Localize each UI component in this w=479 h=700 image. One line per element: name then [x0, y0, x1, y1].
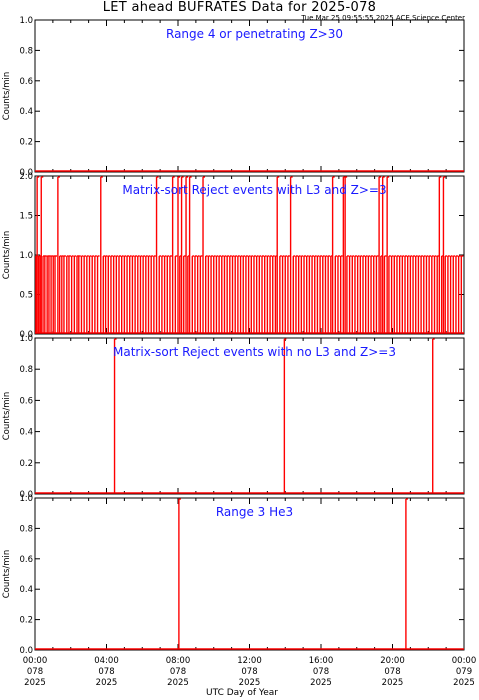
x-tick-label: 04:00	[94, 656, 119, 666]
x-tick-label: 078	[241, 667, 257, 677]
x-axis: 00:00078202504:00078202508:00078202512:0…	[23, 656, 477, 688]
chart-panel-4: 0.0 0.2 0.4 0.6 0.8 1.0 Counts/min Range 3 He3	[2, 494, 465, 656]
figure-title: LET ahead BUFRATES Data for 2025-078	[102, 0, 377, 15]
plot-frame	[34, 497, 465, 651]
y-tick-label: 1.0	[19, 16, 33, 26]
y-tick-label: 0.2	[19, 459, 33, 469]
x-tick-label: 078	[27, 667, 43, 677]
x-tick-label: 2025	[24, 678, 46, 688]
x-tick-label: 078	[170, 667, 186, 677]
x-tick-label: 00:00	[23, 656, 48, 666]
panel-label: Range 4 or penetrating Z>30	[166, 27, 343, 41]
x-tick-label: 00:00	[452, 656, 477, 666]
x-tick-label: 2025	[310, 678, 332, 688]
y-tick-label: 0.8	[19, 365, 33, 375]
y-tick-label: 0.2	[19, 616, 33, 626]
panel-label: Matrix-sort Reject events with L3 and Z>…	[122, 183, 386, 197]
chart-panel-1: 0.0 0.2 0.4 0.6 0.8 1.0 Counts/min Range 4 or p…	[2, 16, 465, 178]
x-tick-label: 078	[384, 667, 400, 677]
y-tick-label: 0.6	[19, 396, 33, 406]
y-tick-label: 1.0	[19, 251, 33, 261]
plot-frame	[34, 337, 465, 495]
x-tick-label: 2025	[96, 678, 118, 688]
x-tick-label: 2025	[239, 678, 261, 688]
y-tick-label: 0.0	[19, 646, 33, 656]
y-tick-label: 0.5	[19, 291, 33, 301]
y-tick-label: 0.0	[19, 330, 33, 340]
y-tick-label: 0.4	[19, 107, 33, 117]
y-tick-label: 0.8	[19, 46, 33, 56]
x-axis-label: UTC Day of Year	[206, 688, 278, 698]
panel-label: Matrix-sort Reject events with no L3 and…	[113, 345, 396, 359]
y-axis-label: Counts/min	[2, 231, 12, 280]
x-tick-label: 079	[456, 667, 472, 677]
y-tick-label: 1.0	[19, 334, 33, 344]
figure-subtitle: Tue Mar 25 09:55:55 2025 ACE Science Cen…	[301, 14, 465, 22]
panel-label: Range 3 He3	[216, 505, 293, 519]
plot-frame	[34, 19, 465, 173]
y-tick-label: 2.0	[19, 172, 33, 182]
x-tick-label: 20:00	[380, 656, 405, 666]
y-axis-label: Counts/min	[2, 392, 12, 441]
chart-panel-2: 0.0 0.5 1.0 1.5 2.0 Counts/min Matrix-sort Rej…	[2, 172, 465, 340]
y-tick-label: 0.0	[19, 168, 33, 178]
y-tick-label: 0.8	[19, 524, 33, 534]
x-tick-label: 08:00	[166, 656, 191, 666]
y-axis-label: Counts/min	[2, 72, 12, 121]
y-tick-label: 0.4	[19, 585, 33, 595]
x-tick-label: 2025	[453, 678, 475, 688]
y-tick-label: 1.0	[19, 494, 33, 504]
y-tick-label: 0.4	[19, 428, 33, 438]
x-tick-label: 078	[98, 667, 114, 677]
y-tick-label: 1.5	[19, 212, 33, 222]
y-tick-label: 0.2	[19, 138, 33, 148]
y-tick-label: 0.6	[19, 77, 33, 87]
y-tick-label: 0.6	[19, 555, 33, 565]
x-tick-label: 2025	[167, 678, 189, 688]
x-tick-label: 12:00	[237, 656, 262, 666]
x-tick-label: 2025	[382, 678, 404, 688]
y-axis-label: Counts/min	[2, 550, 12, 599]
x-tick-label: 078	[313, 667, 329, 677]
y-tick-label: 0.0	[19, 490, 33, 500]
chart-panels: 0.0 0.2 0.4 0.6 0.8 1.0 Counts/min Range 4 or p…	[2, 16, 465, 656]
x-tick-label: 16:00	[309, 656, 334, 666]
chart-panel-3: 0.0 0.2 0.4 0.6 0.8 1.0 Counts/min Matrix-sort …	[2, 334, 465, 500]
